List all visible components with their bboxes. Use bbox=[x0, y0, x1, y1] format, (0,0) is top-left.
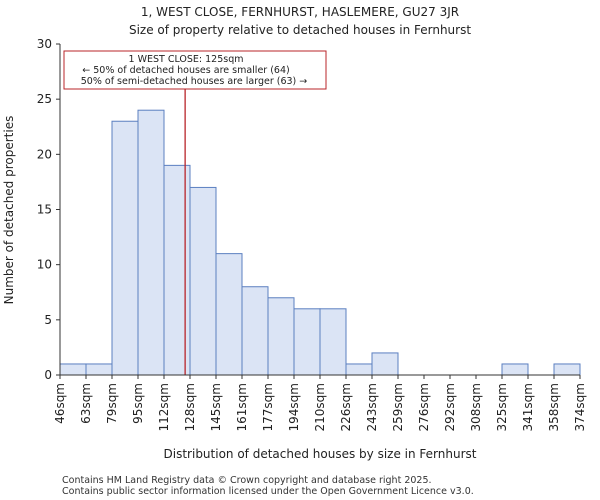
annotation-line-1: 1 WEST CLOSE: 125sqm bbox=[129, 54, 244, 65]
x-tick-label-226sqm: 226sqm bbox=[339, 383, 353, 431]
bar-210sqm bbox=[319, 308, 347, 376]
bar-226sqm bbox=[345, 363, 373, 376]
bar-177sqm bbox=[267, 297, 295, 376]
y-tick-label-20: 20 bbox=[37, 147, 52, 161]
footer-line-2: Contains public sector information licen… bbox=[62, 486, 474, 497]
y-tick-label-10: 10 bbox=[37, 258, 52, 272]
bar-161sqm bbox=[241, 286, 269, 376]
x-tick-label-358sqm: 358sqm bbox=[547, 383, 561, 431]
x-tick-label-112sqm: 112sqm bbox=[157, 383, 171, 431]
annotation-box bbox=[63, 50, 327, 90]
bar-63sqm bbox=[85, 363, 113, 376]
chart-subtitle: Size of property relative to detached ho… bbox=[129, 23, 471, 37]
x-tick-label-145sqm: 145sqm bbox=[209, 383, 223, 431]
footer-line-1: Contains HM Land Registry data © Crown c… bbox=[62, 475, 432, 486]
y-axis-label: Number of detached properties bbox=[2, 116, 16, 305]
bar-194sqm bbox=[293, 308, 321, 376]
chart-title: 1, WEST CLOSE, FERNHURST, HASLEMERE, GU2… bbox=[141, 5, 459, 19]
bar-79sqm bbox=[111, 120, 139, 376]
y-tick-label-15: 15 bbox=[37, 203, 52, 217]
x-tick-label-63sqm: 63sqm bbox=[79, 383, 93, 424]
x-tick-label-243sqm: 243sqm bbox=[365, 383, 379, 431]
y-ticks: 0 5 10 15 20 25 30 bbox=[37, 37, 60, 382]
x-tick-label-341sqm: 341sqm bbox=[521, 383, 535, 431]
bar-128sqm bbox=[189, 186, 217, 376]
x-tick-label-194sqm: 194sqm bbox=[287, 383, 301, 431]
y-tick-label-5: 5 bbox=[44, 313, 52, 327]
bar-243sqm bbox=[371, 352, 399, 376]
x-tick-label-308sqm: 308sqm bbox=[469, 383, 483, 431]
annotation-line-2: ← 50% of detached houses are smaller (64… bbox=[82, 65, 289, 76]
x-tick-label-259sqm: 259sqm bbox=[391, 383, 405, 431]
y-tick-label-25: 25 bbox=[37, 92, 52, 106]
bar-46sqm bbox=[59, 363, 87, 376]
bars-layer bbox=[59, 109, 581, 376]
x-ticks: 46sqm 63sqm 79sqm 95sqm 112sqm 128sqm 145sqm 16… bbox=[53, 375, 587, 431]
x-tick-label-79sqm: 79sqm bbox=[105, 383, 119, 424]
x-tick-label-325sqm: 325sqm bbox=[495, 383, 509, 431]
bar-145sqm bbox=[215, 253, 243, 376]
bar-112sqm bbox=[163, 164, 191, 376]
x-tick-label-210sqm: 210sqm bbox=[313, 383, 327, 431]
bar-95sqm bbox=[137, 109, 165, 376]
x-tick-label-292sqm: 292sqm bbox=[443, 383, 457, 431]
x-tick-label-46sqm: 46sqm bbox=[53, 383, 67, 424]
y-tick-label-0: 0 bbox=[44, 368, 52, 382]
x-tick-label-95sqm: 95sqm bbox=[131, 383, 145, 424]
x-tick-label-161sqm: 161sqm bbox=[235, 383, 249, 431]
x-tick-label-276sqm: 276sqm bbox=[417, 383, 431, 431]
x-tick-label-128sqm: 128sqm bbox=[183, 383, 197, 431]
bar-325sqm bbox=[501, 363, 529, 376]
y-tick-label-30: 30 bbox=[37, 37, 52, 51]
bar-358sqm bbox=[553, 363, 581, 376]
x-tick-label-177sqm: 177sqm bbox=[261, 383, 275, 431]
annotation-line-3: 50% of semi-detached houses are larger (… bbox=[81, 76, 308, 87]
x-axis-label: Distribution of detached houses by size … bbox=[164, 447, 477, 461]
x-tick-label-374sqm: 374sqm bbox=[573, 383, 587, 431]
